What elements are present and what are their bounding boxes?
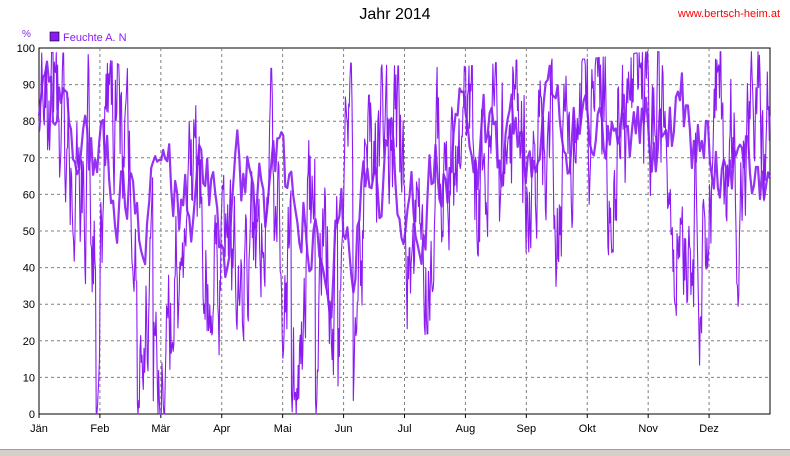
y-tick-label-60: 60	[23, 189, 35, 201]
x-tick-label-10: Nov	[638, 423, 658, 435]
legend-label: Feuchte A. N	[63, 32, 127, 44]
x-tick-label-2: Mär	[151, 423, 170, 435]
legend-swatch	[49, 31, 60, 42]
y-tick-label-0: 0	[29, 409, 35, 421]
y-tick-label-90: 90	[23, 80, 35, 92]
x-tick-label-9: Okt	[579, 423, 596, 435]
x-tick-label-6: Jul	[397, 423, 411, 435]
watermark-url[interactable]: www.bertsch-heim.at	[677, 8, 780, 20]
x-tick-label-1: Feb	[90, 423, 109, 435]
x-tick-label-8: Sep	[517, 423, 537, 435]
y-unit-label: %	[22, 29, 31, 40]
x-tick-label-3: Apr	[213, 423, 230, 435]
status-strip	[0, 449, 790, 456]
y-tick-label-100: 100	[17, 43, 35, 55]
y-tick-label-80: 80	[23, 116, 35, 128]
series-line-feuchte-mean	[37, 60, 772, 319]
x-tick-label-5: Jun	[335, 423, 353, 435]
y-tick-label-70: 70	[23, 153, 35, 165]
y-tick-label-50: 50	[23, 226, 35, 238]
chart-title: Jahr 2014	[359, 6, 431, 23]
y-tick-label-40: 40	[23, 263, 35, 275]
x-tick-label-11: Dez	[699, 423, 719, 435]
y-tick-label-30: 30	[23, 299, 35, 311]
y-tick-label-20: 20	[23, 336, 35, 348]
x-tick-label-4: Mai	[274, 423, 292, 435]
x-tick-label-7: Aug	[456, 423, 476, 435]
y-tick-label-10: 10	[23, 372, 35, 384]
series-line-feuchte	[38, 51, 771, 415]
x-tick-label-0: Jän	[30, 423, 48, 435]
